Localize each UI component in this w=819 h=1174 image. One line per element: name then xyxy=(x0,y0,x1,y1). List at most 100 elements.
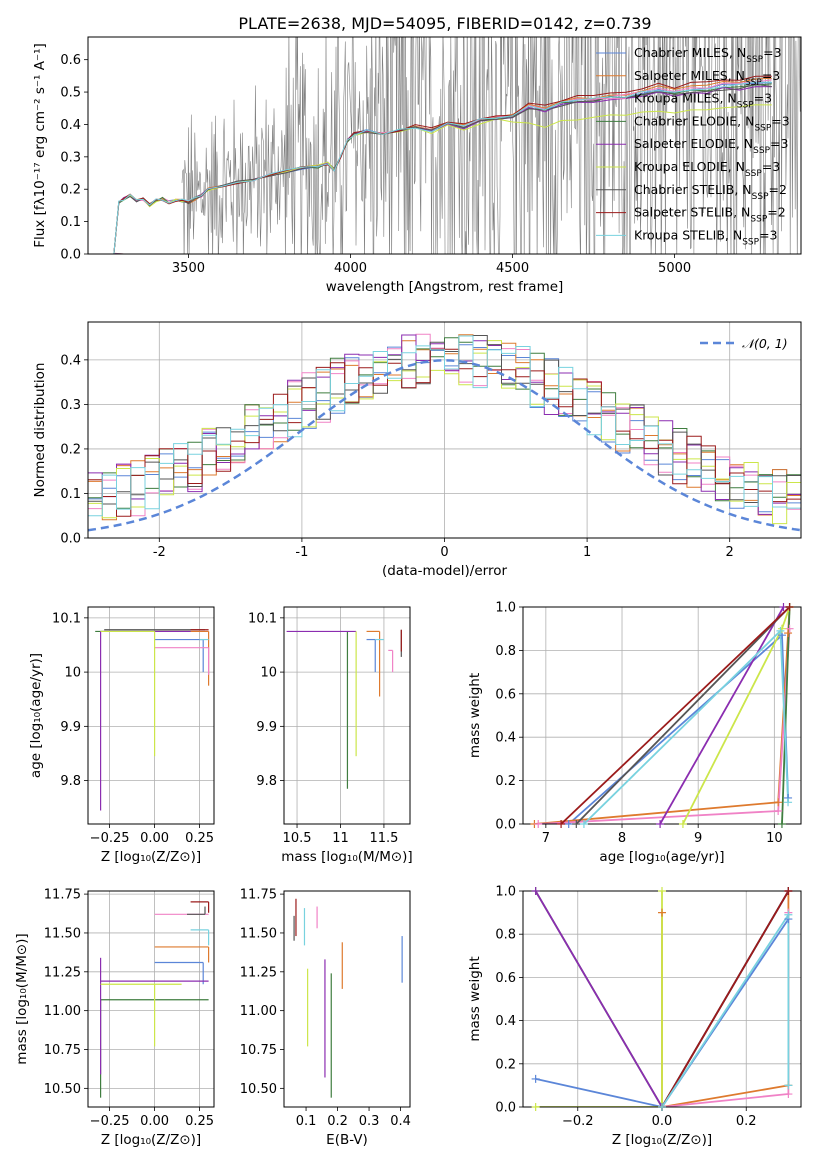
legend-label: 𝒩(0, 1) xyxy=(742,336,788,351)
y-tick-label: 0.8 xyxy=(495,644,516,659)
y-tick-label: 0.4 xyxy=(60,118,81,133)
weight-line-chabrier-miles xyxy=(568,633,789,824)
legend-label: Salpeter MILES, NSSP=3 xyxy=(634,68,780,88)
weight-marker xyxy=(784,1090,793,1099)
y-tick-label: 11.75 xyxy=(240,888,277,903)
errorbar-point-kroupa-miles xyxy=(388,649,394,673)
y-tick-label: 0.2 xyxy=(60,183,81,198)
errorbar-point-salpeter-elodie xyxy=(99,630,191,811)
x-tick-label: −0.25 xyxy=(90,831,130,846)
x-tick-label: 10 xyxy=(766,831,783,846)
plot-area xyxy=(523,891,801,1107)
x-tick-label: 0.00 xyxy=(140,1114,169,1129)
axes-mass-vs-ebv: 0.1 0.2 0.3 0.4 10.50 10.75 11.00 11.25 11.50 11.… xyxy=(240,888,411,1148)
x-tick-label: 0.25 xyxy=(185,831,214,846)
weight-marker xyxy=(531,1103,540,1111)
y-axis-label: Normed distribution xyxy=(32,363,48,498)
axes-frame xyxy=(87,321,802,539)
y-tick-label: 0.6 xyxy=(495,971,516,986)
legend: 𝒩(0, 1) xyxy=(700,336,788,351)
weight-line-kroupa-elodie xyxy=(682,607,791,824)
x-tick-label: 5000 xyxy=(658,261,691,276)
x-tick-label: 11 xyxy=(332,831,349,846)
x-tick-label: 0.00 xyxy=(140,831,169,846)
weight-marker xyxy=(784,798,793,807)
weight-line-salpeter-stelib xyxy=(560,607,791,824)
x-axis-label: age [log₁₀(age/yr)] xyxy=(599,849,724,865)
x-tick-label: 4000 xyxy=(334,261,367,276)
y-tick-label: 9.9 xyxy=(60,720,81,735)
axes-frame xyxy=(283,890,411,1108)
y-tick-label: 10.50 xyxy=(44,1082,81,1097)
weight-line-kroupa-elodie xyxy=(535,891,663,1107)
errorbar-point-salpeter-miles xyxy=(366,630,381,697)
weight-line-salpeter-stelib xyxy=(661,891,790,1107)
errorbar-point-chabrier-miles xyxy=(366,638,376,673)
axes-frame xyxy=(283,606,411,825)
y-tick-label: 0.8 xyxy=(495,928,516,943)
legend-label: Salpeter STELIB, NSSP=2 xyxy=(634,205,786,225)
y-tick-label: 10 xyxy=(64,666,81,681)
weight-marker xyxy=(658,1103,666,1111)
y-tick-label: 0.2 xyxy=(495,774,516,789)
x-tick-label: 11.5 xyxy=(369,831,398,846)
y-tick-label: 0.0 xyxy=(495,1101,516,1116)
weight-line-salpeter-elodie xyxy=(659,607,785,824)
y-tick-label: 11.00 xyxy=(44,1004,81,1019)
x-axis-label: Z [log₁₀(Z/Z⊙)] xyxy=(101,1132,201,1148)
y-tick-label: 10.75 xyxy=(240,1043,277,1058)
axes-residuals: -2 -1 0 1 2 0.0 0.1 0.2 0.3 0.4 (data-model)/error… xyxy=(32,321,802,579)
legend-label: Salpeter ELODIE, NSSP=3 xyxy=(634,136,788,156)
weight-line-chabrier-elodie xyxy=(781,607,791,824)
x-axis-label: Z [log₁₀(Z/Z⊙)] xyxy=(612,1132,712,1148)
x-tick-label: 3500 xyxy=(172,261,205,276)
x-tick-label: 10.5 xyxy=(283,831,312,846)
y-tick-label: 1.0 xyxy=(495,885,516,900)
weight-marker xyxy=(678,820,687,828)
x-tick-label: 2 xyxy=(726,545,734,560)
observed-spectrum-line xyxy=(181,37,801,254)
weight-marker xyxy=(777,820,786,828)
x-tick-label: 0.4 xyxy=(390,1114,411,1129)
errorbar-point-kroupa-elodie xyxy=(100,630,156,757)
x-tick-label: 0.3 xyxy=(359,1114,380,1129)
y-tick-label: 10.1 xyxy=(52,611,81,626)
errorbar-point-salpeter-miles xyxy=(154,946,210,963)
x-tick-label: 4500 xyxy=(496,261,529,276)
y-tick-label: 10 xyxy=(260,666,277,681)
axes-frame xyxy=(522,606,802,825)
weight-line-chabrier-miles xyxy=(535,918,790,1107)
weight-marker xyxy=(531,887,540,895)
y-tick-label: 0.4 xyxy=(495,1014,516,1029)
x-tick-label: 0 xyxy=(440,545,448,560)
weight-marker xyxy=(557,820,566,828)
errorbar-point-salpeter-stelib xyxy=(190,901,210,913)
legend-label: Kroupa STELIB, NSSP=3 xyxy=(634,227,778,247)
x-tick-label: -2 xyxy=(153,545,166,560)
x-axis-label: mass [log₁₀(M/M⊙)] xyxy=(281,849,412,865)
y-axis-label: mass weight xyxy=(467,673,483,758)
y-tick-label: 0.0 xyxy=(495,818,516,833)
y-tick-label: 0.2 xyxy=(60,442,81,457)
x-tick-label: −0.2 xyxy=(562,1114,594,1129)
plot-area xyxy=(284,607,410,824)
y-axis-label: mass weight xyxy=(467,956,483,1041)
x-tick-label: 8 xyxy=(618,831,626,846)
y-axis-label: mass [log₁₀(M/M⊙)] xyxy=(14,933,30,1064)
figure-title: PLATE=2638, MJD=54095, FIBERID=0142, z=0… xyxy=(238,14,651,33)
plot-area xyxy=(88,322,801,538)
y-tick-label: 0.6 xyxy=(495,687,516,702)
errorbar-point-kroupa-elodie xyxy=(100,983,182,1047)
gaussian-curve xyxy=(88,359,801,532)
axes-frame xyxy=(87,36,802,255)
x-axis-label: E(B-V) xyxy=(326,1132,368,1148)
y-tick-label: 0.2 xyxy=(495,1057,516,1072)
y-tick-label: 10.50 xyxy=(240,1082,277,1097)
model-spectrum-kroupa-stelib xyxy=(113,81,772,254)
errorbar-point-kroupa-miles xyxy=(154,647,210,675)
x-axis-label: Z [log₁₀(Z/Z⊙)] xyxy=(101,849,201,865)
weight-marker xyxy=(784,1081,793,1090)
weight-marker xyxy=(658,887,666,895)
y-tick-label: 0.1 xyxy=(60,487,81,502)
